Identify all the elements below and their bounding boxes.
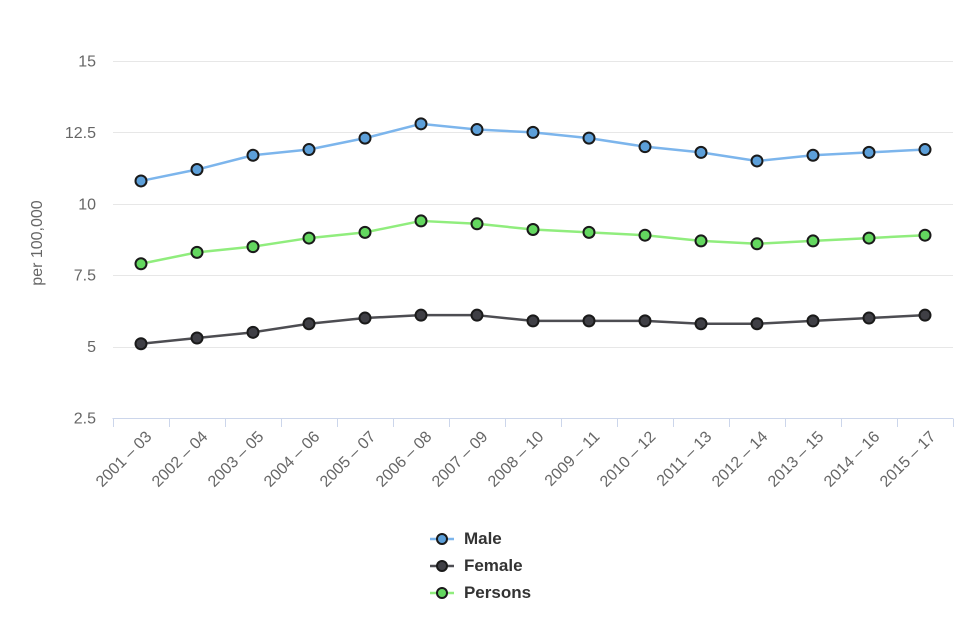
data-point-female[interactable] <box>750 317 764 331</box>
data-point-male[interactable] <box>862 145 876 159</box>
data-point-female[interactable] <box>638 314 652 328</box>
y-tick-label: 12.5 <box>65 125 96 142</box>
data-point-male[interactable] <box>694 145 708 159</box>
x-tick-label: 2002 – 04 <box>149 428 211 490</box>
data-point-female[interactable] <box>302 317 316 331</box>
data-point-female[interactable] <box>358 311 372 325</box>
legend-item-male[interactable]: Male <box>429 529 502 549</box>
legend-label-female: Female <box>463 556 523 575</box>
data-point-male[interactable] <box>414 117 428 131</box>
y-tick-label: 5 <box>87 339 96 356</box>
data-point-female[interactable] <box>526 314 540 328</box>
x-tick-label: 2011 – 13 <box>654 428 716 490</box>
data-point-persons[interactable] <box>918 228 932 242</box>
data-point-male[interactable] <box>750 154 764 168</box>
x-tick-label: 2008 – 10 <box>485 428 547 490</box>
data-point-male[interactable] <box>526 125 540 139</box>
x-tick-label: 2010 – 12 <box>597 428 659 490</box>
y-tick-label: 2.5 <box>74 411 96 428</box>
y-tick-label: 15 <box>78 54 96 71</box>
data-point-persons[interactable] <box>358 225 372 239</box>
data-point-persons[interactable] <box>302 231 316 245</box>
data-point-male[interactable] <box>638 140 652 154</box>
legend-marker-persons <box>429 587 454 599</box>
data-point-male[interactable] <box>470 123 484 137</box>
data-point-male[interactable] <box>134 174 148 188</box>
data-point-persons[interactable] <box>246 240 260 254</box>
data-point-male[interactable] <box>582 131 596 145</box>
legend-label-male: Male <box>463 529 502 548</box>
data-point-female[interactable] <box>918 308 932 322</box>
y-axis-title: per 100,000 <box>29 200 46 286</box>
data-point-male[interactable] <box>302 143 316 157</box>
data-point-female[interactable] <box>246 325 260 339</box>
data-point-female[interactable] <box>862 311 876 325</box>
data-point-male[interactable] <box>190 163 204 177</box>
legend-item-female[interactable]: Female <box>429 556 523 576</box>
x-tick-label: 2007 – 09 <box>429 428 491 490</box>
data-point-persons[interactable] <box>582 225 596 239</box>
x-tick-label: 2005 – 07 <box>317 428 379 490</box>
y-tick-label: 7.5 <box>74 268 96 285</box>
data-point-female[interactable] <box>470 308 484 322</box>
data-point-male[interactable] <box>246 148 260 162</box>
data-point-persons[interactable] <box>470 217 484 231</box>
data-point-female[interactable] <box>694 317 708 331</box>
data-point-persons[interactable] <box>694 234 708 248</box>
x-tick-label: 2001 – 03 <box>93 428 155 490</box>
data-point-female[interactable] <box>134 337 148 351</box>
data-point-persons[interactable] <box>190 245 204 259</box>
y-tick-label: 10 <box>78 196 96 213</box>
data-point-female[interactable] <box>806 314 820 328</box>
legend-marker-female <box>429 560 454 572</box>
data-point-persons[interactable] <box>638 228 652 242</box>
data-point-female[interactable] <box>414 308 428 322</box>
data-point-persons[interactable] <box>414 214 428 228</box>
data-point-persons[interactable] <box>806 234 820 248</box>
series-female <box>134 308 932 351</box>
x-tick-label: 2014 – 16 <box>821 428 883 490</box>
data-point-male[interactable] <box>806 148 820 162</box>
x-tick-label: 2004 – 06 <box>261 428 323 490</box>
data-point-persons[interactable] <box>750 237 764 251</box>
x-tick-label: 2003 – 05 <box>205 428 267 490</box>
x-tick-label: 2013 – 15 <box>765 428 827 490</box>
data-point-female[interactable] <box>190 331 204 345</box>
data-point-male[interactable] <box>918 143 932 157</box>
legend-marker-male <box>429 533 454 545</box>
data-point-persons[interactable] <box>526 223 540 237</box>
x-tick-label: 2015 – 17 <box>877 428 939 490</box>
data-point-male[interactable] <box>358 131 372 145</box>
data-point-persons[interactable] <box>862 231 876 245</box>
legend: Male Female Persons <box>0 529 960 603</box>
legend-items: Male Female Persons <box>429 529 531 603</box>
data-point-persons[interactable] <box>134 257 148 271</box>
x-tick-label: 2009 – 11 <box>542 428 604 490</box>
series-male <box>134 117 932 188</box>
legend-item-persons[interactable]: Persons <box>429 583 531 603</box>
legend-label-persons: Persons <box>463 583 532 602</box>
x-tick-label: 2006 – 08 <box>373 428 435 490</box>
x-tick-label: 2012 – 14 <box>709 428 771 490</box>
series-persons <box>134 214 932 271</box>
data-point-female[interactable] <box>582 314 596 328</box>
